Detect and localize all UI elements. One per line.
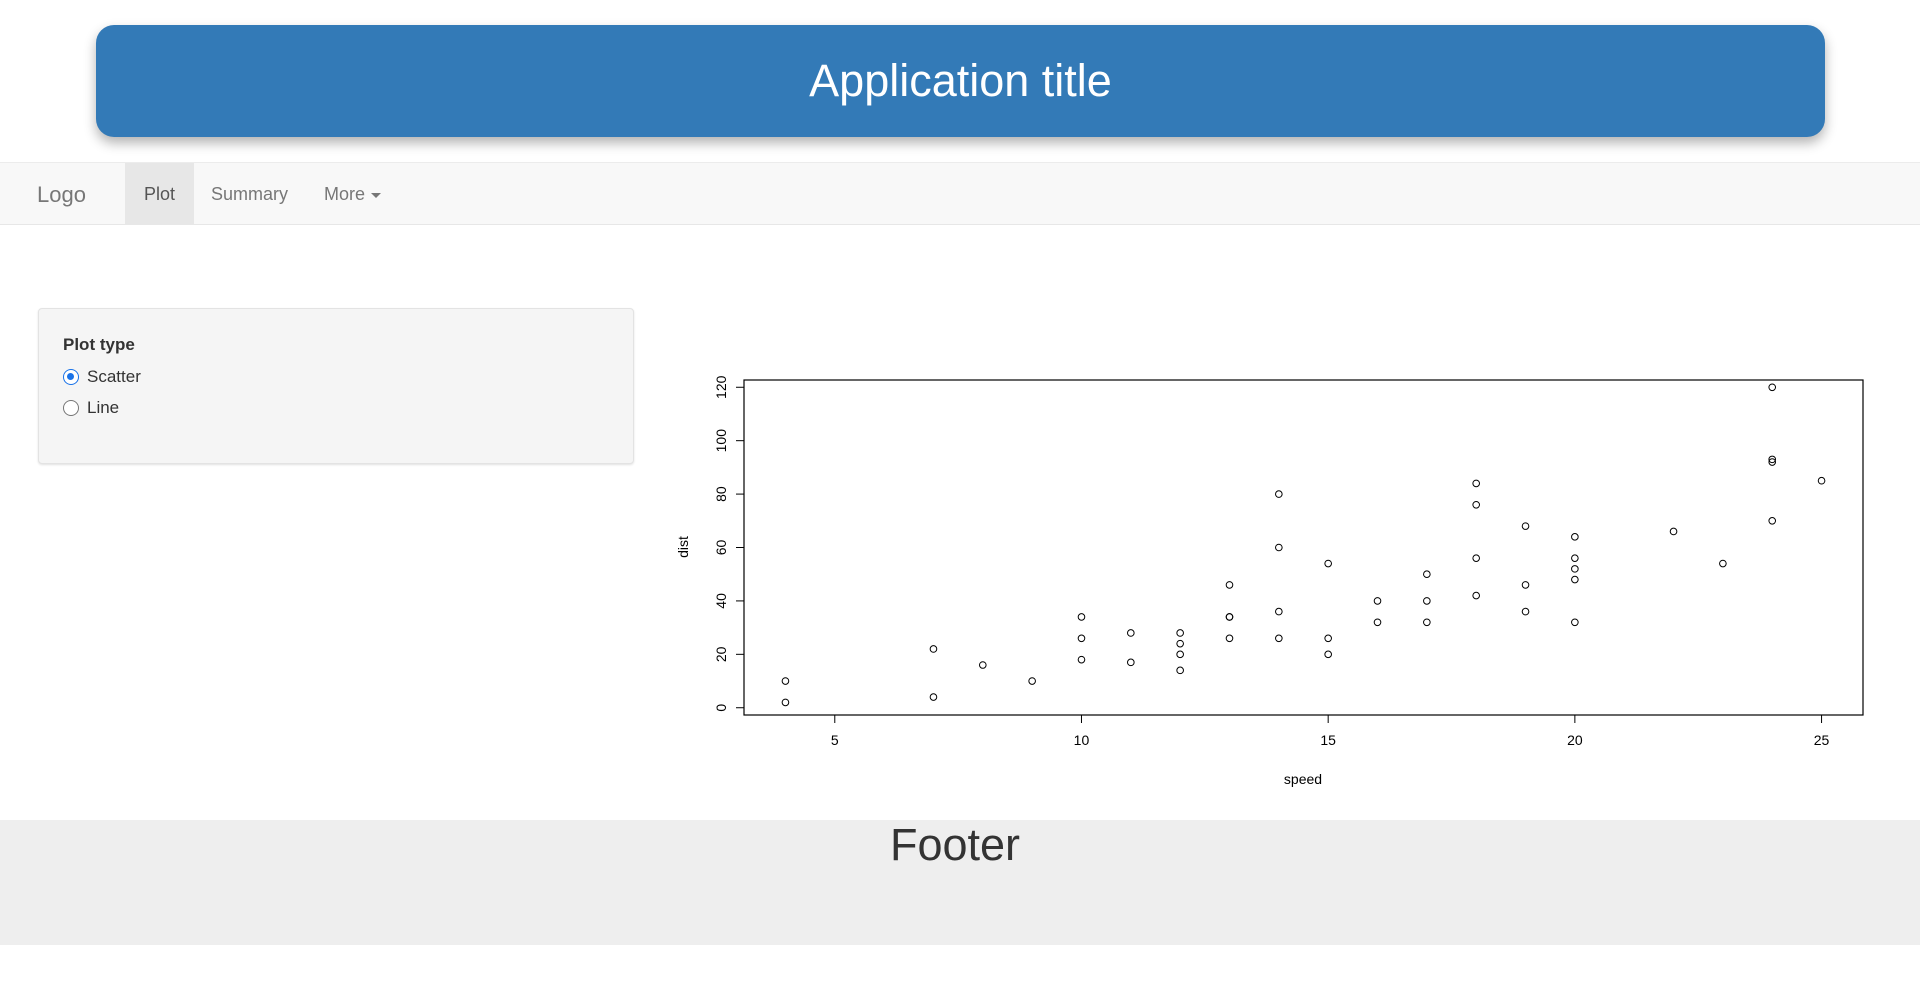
data-point bbox=[1521, 581, 1530, 589]
data-point bbox=[1571, 533, 1579, 541]
data-point bbox=[1275, 634, 1283, 643]
app-title: Application title bbox=[809, 55, 1112, 106]
data-point bbox=[1127, 658, 1135, 667]
title-banner: Application title bbox=[96, 25, 1825, 137]
y-tick-label: 80 bbox=[713, 486, 729, 502]
x-tick-label: 5 bbox=[831, 732, 839, 748]
navbar-brand[interactable]: Logo bbox=[37, 182, 86, 207]
plot-frame bbox=[743, 379, 1864, 716]
data-point bbox=[1423, 570, 1431, 579]
data-point bbox=[1225, 634, 1234, 643]
y-tick-label: 100 bbox=[713, 429, 729, 453]
plot-area: 5 10 15 20 25 0 20 40 60 80 100 120 speed dist bbox=[662, 352, 1882, 802]
y-tick-label: 20 bbox=[713, 646, 729, 662]
tab-plot[interactable]: Plot bbox=[125, 163, 195, 225]
data-point bbox=[1521, 522, 1530, 530]
data-point bbox=[1373, 618, 1382, 627]
data-point bbox=[1324, 634, 1332, 643]
data-point bbox=[1521, 607, 1530, 616]
data-point bbox=[1571, 554, 1579, 562]
radio-label-line: Line bbox=[87, 398, 120, 417]
data-point bbox=[1768, 383, 1777, 392]
x-tick-label: 15 bbox=[1320, 732, 1336, 748]
data-point bbox=[1077, 634, 1086, 643]
caret-down-icon bbox=[371, 192, 382, 198]
data-point bbox=[929, 645, 938, 653]
y-tick-label: 120 bbox=[713, 375, 729, 399]
data-point bbox=[1423, 597, 1431, 605]
data-point bbox=[1275, 490, 1283, 498]
footer: Footer bbox=[0, 820, 1920, 945]
data-point bbox=[1472, 591, 1480, 600]
data-point bbox=[1768, 516, 1777, 525]
data-point bbox=[1324, 559, 1332, 568]
data-point bbox=[1028, 677, 1036, 685]
data-point bbox=[1127, 629, 1135, 637]
tab-more-dropdown[interactable]: More bbox=[305, 163, 400, 225]
radio-option-scatter[interactable]: Scatter bbox=[63, 365, 141, 389]
data-point bbox=[1669, 527, 1678, 536]
data-point bbox=[1423, 618, 1431, 627]
data-point bbox=[1768, 455, 1777, 464]
y-tick-label: 40 bbox=[713, 593, 729, 609]
sidebar-panel: Plot type Scatter Line bbox=[38, 308, 634, 464]
data-point bbox=[1275, 543, 1283, 552]
data-point bbox=[1077, 613, 1086, 621]
radio-label-scatter: Scatter bbox=[87, 367, 141, 386]
x-tick-label: 10 bbox=[1074, 732, 1090, 748]
x-tick-label: 25 bbox=[1814, 732, 1830, 748]
data-point bbox=[1472, 500, 1480, 509]
data-point bbox=[1472, 479, 1480, 488]
data-point bbox=[1176, 666, 1184, 675]
y-tick-label: 0 bbox=[713, 704, 729, 712]
data-point bbox=[1571, 565, 1579, 573]
data-point bbox=[1225, 613, 1234, 621]
data-point bbox=[1373, 597, 1382, 605]
tab-summary-label: Summary bbox=[211, 184, 289, 204]
x-tick-label: 20 bbox=[1567, 732, 1583, 748]
data-point bbox=[1225, 581, 1234, 589]
tab-more-label: More bbox=[324, 184, 366, 204]
radio-option-line[interactable]: Line bbox=[63, 396, 119, 420]
data-point bbox=[1472, 554, 1480, 562]
radio-button-line[interactable] bbox=[63, 400, 79, 416]
data-point bbox=[781, 698, 790, 707]
navbar: Logo Plot Summary More bbox=[0, 162, 1920, 225]
data-point bbox=[781, 677, 790, 685]
data-point bbox=[1176, 629, 1184, 637]
data-point bbox=[1077, 655, 1086, 664]
footer-text: Footer bbox=[889, 819, 1021, 870]
radio-button-scatter[interactable] bbox=[63, 369, 79, 385]
data-point bbox=[1571, 575, 1579, 584]
y-tick-label: 60 bbox=[713, 540, 729, 556]
data-point bbox=[1176, 639, 1184, 648]
scatter-plot: 5 10 15 20 25 0 20 40 60 80 100 120 speed dist bbox=[675, 375, 1864, 787]
data-point bbox=[1817, 476, 1826, 485]
data-point bbox=[929, 693, 938, 701]
data-point bbox=[1275, 607, 1283, 616]
data-point bbox=[1571, 618, 1579, 627]
data-point bbox=[978, 661, 987, 669]
x-axis-label: speed bbox=[1284, 771, 1322, 787]
data-point bbox=[1719, 559, 1727, 568]
tab-summary[interactable]: Summary bbox=[192, 163, 307, 225]
tab-plot-label: Plot bbox=[144, 184, 176, 204]
data-point bbox=[1324, 650, 1332, 659]
data-point bbox=[1768, 458, 1777, 466]
plot-type-label: Plot type bbox=[63, 335, 135, 354]
y-axis-label: dist bbox=[675, 536, 691, 558]
data-point bbox=[1176, 650, 1184, 659]
